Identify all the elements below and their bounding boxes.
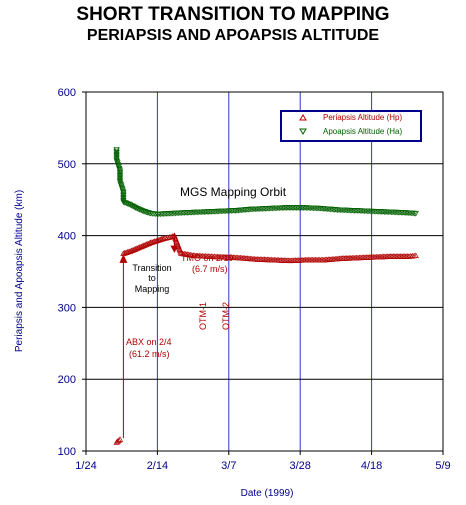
data-point: [120, 194, 127, 201]
x-tick-label: 5/9: [435, 460, 450, 472]
data-point: [124, 201, 131, 207]
data-point: [131, 246, 138, 253]
series-apoapsis: [113, 147, 419, 218]
y-tick-label: 100: [58, 446, 76, 458]
otm1-label: OTM-1: [198, 302, 208, 330]
y-tick-label: 600: [58, 87, 76, 99]
data-point: [143, 241, 150, 247]
abx-arrowhead: [119, 254, 128, 263]
data-point: [120, 199, 127, 206]
transition-label-2: to: [148, 273, 156, 283]
data-point: [164, 234, 171, 241]
legend-apoapsis-label: Apoapsis Altitude (Ha): [323, 127, 402, 136]
transition-label-3: Mapping: [135, 284, 170, 294]
data-point: [113, 156, 120, 162]
data-point: [120, 196, 127, 202]
series-periapsis: [113, 232, 419, 445]
x-axis-label: Date (1999): [241, 488, 294, 499]
data-point: [142, 241, 149, 248]
data-point: [412, 210, 419, 217]
data-series: [113, 147, 419, 445]
legend-periapsis-label: Periapsis Altitude (Hp): [323, 113, 402, 122]
data-point: [116, 174, 124, 181]
data-point: [132, 205, 139, 211]
data-point: [135, 244, 142, 251]
data-point: [120, 193, 127, 199]
y-tick-label: 200: [58, 374, 76, 386]
x-tick-label: 3/28: [289, 460, 310, 472]
tmo-label: TMO on 2/19: [181, 253, 234, 263]
data-point: [116, 173, 124, 179]
data-point: [113, 147, 120, 153]
data-point: [128, 247, 135, 254]
transition-label-1: Transition: [132, 263, 171, 273]
data-point: [137, 243, 145, 250]
data-point: [116, 170, 124, 176]
data-point: [116, 168, 124, 175]
data-point: [116, 176, 124, 182]
data-point: [133, 245, 141, 251]
data-point: [115, 437, 122, 443]
data-point: [129, 247, 137, 253]
data-point: [113, 148, 120, 155]
y-tick-label: 500: [58, 159, 76, 171]
legend: Periapsis Altitude (Hp) Apoapsis Altitud…: [280, 110, 422, 142]
data-point: [412, 252, 419, 259]
abx-label: ABX on 2/4: [126, 337, 172, 347]
data-point: [140, 242, 147, 249]
legend-box: [280, 110, 422, 142]
mapping-orbit-label: MGS Mapping Orbit: [180, 185, 287, 199]
data-point: [137, 207, 145, 214]
legend-periapsis-marker: [299, 114, 307, 121]
annotation-arrows: [119, 234, 179, 439]
data-point: [135, 206, 142, 213]
x-tick-label: 3/7: [221, 460, 236, 472]
tmo-dv-label: (6.7 m/s): [192, 264, 228, 274]
data-point: [116, 171, 124, 178]
data-point: [116, 177, 124, 184]
abx-dv-label: (61.2 m/s): [129, 349, 170, 359]
axis-ticks: 1/24 2/14 3/7 3/28 4/18 5/9 100 200 300 400 500 600: [58, 87, 451, 472]
data-point: [136, 244, 143, 250]
data-point: [162, 234, 169, 241]
chart-title: SHORT TRANSITION TO MAPPING: [76, 4, 390, 25]
data-point: [125, 201, 132, 208]
x-tick-label: 1/24: [75, 460, 96, 472]
data-point: [120, 191, 127, 198]
data-point: [127, 248, 134, 254]
y-tick-label: 300: [58, 302, 76, 314]
data-point: [113, 154, 120, 161]
data-point: [136, 207, 143, 213]
data-point: [144, 240, 151, 247]
data-point: [123, 200, 130, 207]
otm2-label: OTM-2: [221, 302, 231, 330]
legend-apoapsis-marker: [299, 128, 307, 135]
y-tick-label: 400: [58, 231, 76, 243]
data-point: [161, 235, 168, 241]
data-point: [139, 243, 146, 249]
data-point: [116, 436, 124, 442]
x-tick-label: 4/18: [361, 460, 382, 472]
y-axis-label: Periapsis and Apoapsis Altitude (km): [14, 190, 25, 352]
data-point: [113, 153, 120, 159]
data-point: [133, 205, 141, 212]
grid: [86, 92, 443, 451]
plot-frame: [85, 91, 444, 452]
data-point: [120, 190, 127, 196]
data-point: [121, 200, 128, 206]
data-point: [113, 151, 120, 158]
tmo-arrowhead: [170, 245, 179, 253]
data-point: [132, 245, 139, 252]
data-point: [131, 204, 138, 211]
x-tick-label: 2/14: [147, 460, 168, 472]
chart-subtitle: PERIAPSIS AND APOAPSIS ALTITUDE: [86, 27, 380, 44]
data-point: [113, 150, 120, 156]
